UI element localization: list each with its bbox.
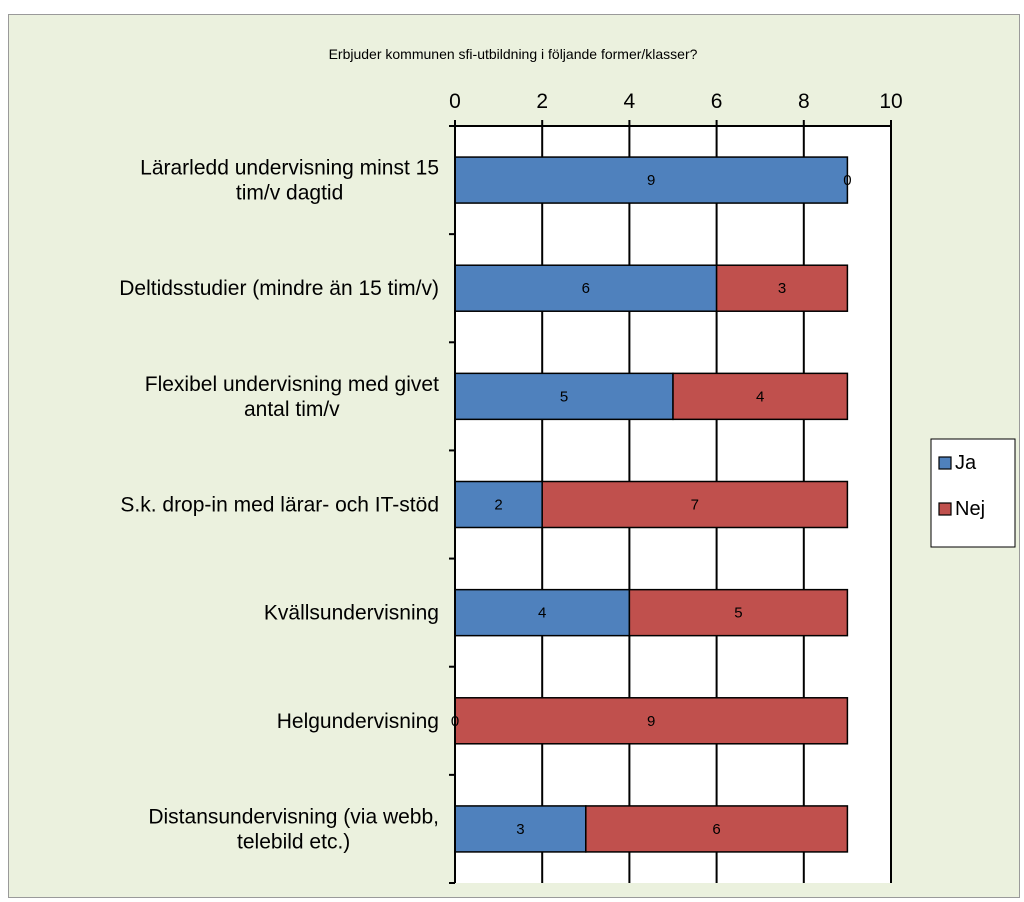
bar-nej [454, 697, 849, 745]
category-label: Lärarledd undervisning minst 15 tim/v dag… [140, 157, 439, 205]
x-tick-label: 8 [798, 90, 810, 113]
bar-nej [715, 264, 849, 312]
bars [454, 156, 849, 853]
category-label: Distansundervisning (via webb, telebild e… [148, 805, 439, 853]
category-label: Helgundervisning [277, 710, 439, 733]
bar-ja [454, 480, 543, 529]
data-label: 3 [516, 821, 524, 838]
x-tick-label: 0 [449, 90, 461, 113]
x-tick-label: 6 [711, 90, 723, 113]
data-label: 4 [756, 388, 764, 405]
data-label: 6 [582, 280, 590, 297]
data-label: 5 [734, 605, 742, 622]
category-label: Kvällsundervisning [264, 602, 439, 625]
bar-ja [454, 805, 587, 853]
data-label: 3 [778, 280, 786, 297]
x-tick-label: 10 [879, 90, 902, 113]
x-tick-label: 4 [624, 90, 636, 113]
bar-ja [454, 588, 631, 637]
bar-nej [628, 588, 849, 637]
legend-label-nej: Nej [955, 498, 985, 520]
chart-title: Erbjuder kommunen sfi-utbildning i följa… [329, 46, 698, 62]
category-label: Deltidsstudier (mindre än 15 tim/v) [119, 277, 439, 300]
legend-label-ja: Ja [955, 452, 977, 474]
data-label: 0 [843, 172, 851, 189]
bar-nej [541, 480, 849, 529]
x-tick-label: 2 [536, 90, 548, 113]
axes [449, 120, 892, 884]
chart-svg: Erbjuder kommunen sfi-utbildning i följa… [119, 46, 1016, 884]
data-label: 9 [647, 172, 655, 189]
bar-nej [585, 805, 849, 853]
data-label: 6 [712, 821, 720, 838]
data-label: 0 [451, 713, 459, 730]
legend-swatch-nej [938, 502, 952, 516]
data-label: 9 [647, 713, 655, 730]
category-label: S.k. drop-in med lärar- och IT-stöd [120, 494, 439, 517]
chart-area: Erbjuder kommunen sfi-utbildning i följa… [8, 14, 1020, 898]
data-label: 4 [538, 605, 546, 622]
bar-nej [672, 372, 849, 421]
legend: Ja Nej [930, 438, 1016, 548]
labels: 0 2 4 6 8 10 9 0 Lärarledd undervisning minst 15… [119, 90, 902, 853]
data-label: 7 [691, 497, 699, 514]
data-label: 5 [560, 388, 568, 405]
category-label: Flexibel undervisning med givet antal tim… [145, 373, 439, 421]
bar-ja [454, 264, 718, 312]
data-label: 2 [494, 497, 502, 514]
legend-swatch-ja [938, 456, 952, 470]
